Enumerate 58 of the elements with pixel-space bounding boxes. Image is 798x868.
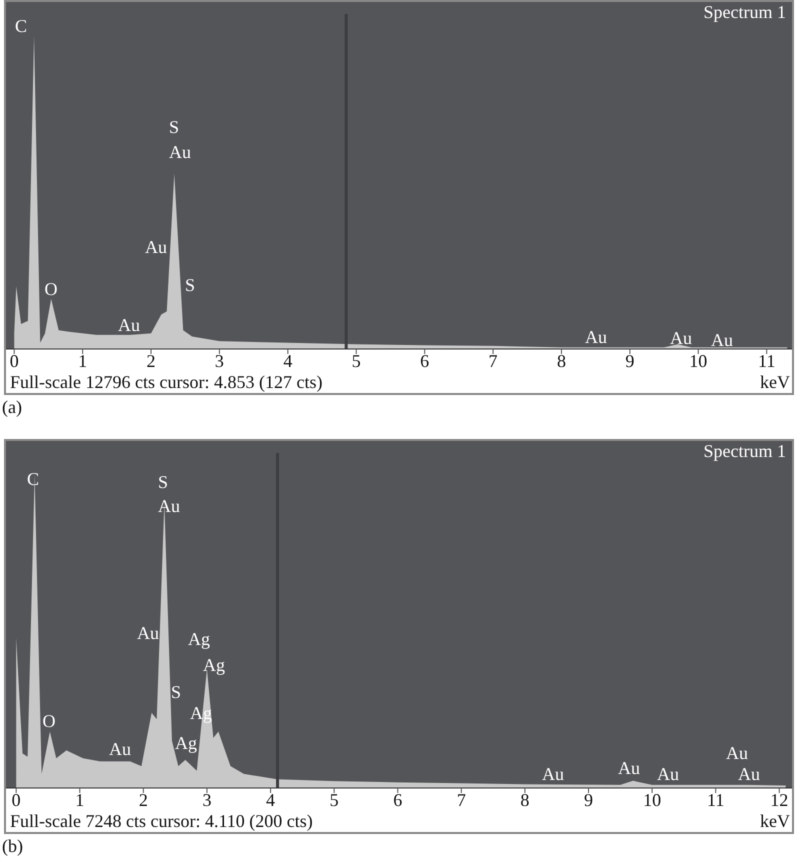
x-tick-label: 9 [625, 350, 634, 371]
x-tick-label: 7 [488, 350, 498, 371]
x-axis-title: keV [760, 810, 790, 832]
x-axis-title: keV [760, 371, 790, 393]
x-tick-label: 3 [202, 790, 212, 810]
x-tick-label: 12 [770, 790, 788, 810]
x-tick-label: 0 [10, 350, 19, 371]
x-tick-label: 8 [556, 350, 566, 371]
x-tick-label: 6 [393, 790, 402, 810]
x-tick-label: 2 [146, 350, 156, 371]
x-tick-label: 5 [330, 790, 339, 810]
x-tick-label: 3 [214, 350, 224, 371]
annotation: Ag [203, 655, 225, 675]
x-tick-label: 1 [78, 350, 88, 371]
text: Spectrum 1 [704, 2, 786, 23]
x-tick-label: 2 [138, 790, 148, 810]
annotation: Au [118, 315, 140, 335]
annotation: C [14, 16, 28, 36]
text: Spectrum 1 [704, 441, 786, 462]
annotation: Au [169, 142, 191, 162]
annotation: S [170, 682, 182, 702]
annotation: Au [585, 327, 607, 347]
text: Full-scale 7248 cts cursor: 4.110 (200 cts) [10, 810, 313, 832]
x-tick-label: 10 [643, 790, 662, 810]
x-tick-label: 7 [456, 790, 466, 810]
annotation: Au [670, 328, 692, 348]
x-tick-label: 11 [758, 350, 776, 371]
annotation: S [184, 275, 196, 295]
annotation: Ag [175, 733, 197, 753]
x-tick-label: 4 [283, 350, 292, 371]
x-tick-label: 6 [420, 350, 430, 371]
annotation: Au [109, 739, 131, 759]
annotation: Au [158, 496, 180, 516]
x-tick-label: 5 [352, 350, 361, 371]
x-tick-label: 8 [520, 790, 530, 810]
x-tick-label: 1 [75, 790, 84, 810]
annotation: Ag [188, 629, 210, 649]
annotation: Au [145, 237, 167, 257]
annotation: S [168, 117, 180, 137]
annotation: Au [618, 758, 640, 778]
x-tick-label: 9 [584, 790, 594, 810]
annotation: Au [711, 330, 733, 350]
annotation: O [44, 279, 58, 299]
annotation: S [158, 472, 168, 492]
text: (b) [2, 836, 24, 858]
x-tick-label: 11 [707, 790, 724, 810]
text: (a) [2, 397, 23, 419]
annotation: Au [542, 764, 564, 784]
annotation: O [42, 711, 56, 731]
x-tick-label: 4 [266, 790, 276, 810]
x-tick-label: 10 [689, 350, 708, 371]
text: Full-scale 12796 cts cursor: 4.853 (127 cts) [10, 371, 322, 393]
annotation: C [26, 469, 40, 489]
x-tick-label: 0 [12, 790, 21, 810]
annotation: Au [738, 764, 760, 784]
annotation: Au [137, 623, 159, 643]
annotation: Au [657, 764, 679, 784]
annotation: Au [726, 743, 748, 763]
